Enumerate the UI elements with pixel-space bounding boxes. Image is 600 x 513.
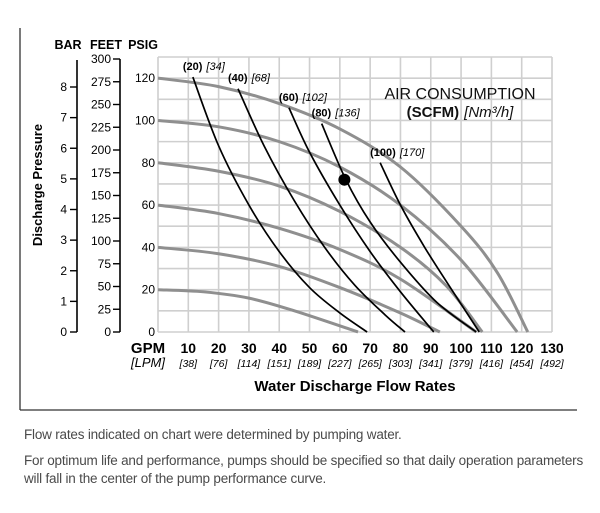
psig-tick-label: 60 — [142, 198, 156, 212]
psig-axis-title: PSIG — [128, 38, 158, 52]
feet-tick-label: 100 — [91, 234, 111, 248]
x-tick-label-lpm: [416] — [479, 358, 504, 370]
x-tick-label-gpm: 70 — [362, 340, 378, 356]
pump-performance-chart: 0204060801001200255075100125150175200225… — [19, 28, 577, 411]
air-consumption-curve — [288, 107, 435, 333]
air-curve-label: (20) [34] — [183, 61, 226, 73]
air-curve-label: (100) [170] — [370, 147, 425, 159]
feet-tick-label: 175 — [91, 166, 111, 180]
note-optimum-life: For optimum life and performance, pumps … — [24, 453, 584, 486]
x-tick-label-lpm: [303] — [388, 358, 413, 370]
y-axis-title: Discharge Pressure — [30, 124, 45, 246]
x-tick-label-lpm: [492] — [539, 358, 564, 370]
feet-tick-label: 300 — [91, 52, 111, 66]
air-consumption-curve — [237, 88, 406, 333]
psig-tick-label: 0 — [148, 325, 155, 339]
note-flow-rates: Flow rates indicated on chart were deter… — [24, 427, 402, 442]
psig-tick-label: 40 — [142, 240, 156, 254]
x-tick-label-gpm: 60 — [332, 340, 348, 356]
feet-tick-label: 75 — [98, 257, 112, 271]
operating-point-marker — [338, 173, 351, 186]
feet-tick-label: 25 — [98, 302, 112, 316]
x-tick-label-lpm: [379] — [448, 358, 473, 370]
x-tick-label-gpm: 40 — [271, 340, 287, 356]
psig-tick-label: 120 — [135, 71, 155, 85]
bar-tick-label: 1 — [60, 294, 67, 308]
x-tick-label-gpm: 30 — [241, 340, 257, 356]
x-tick-label-lpm: [227] — [327, 358, 352, 370]
bar-tick-label: 5 — [60, 172, 67, 186]
grid — [157, 56, 553, 333]
bar-tick-label: 3 — [60, 233, 67, 247]
air-consumption-curve — [379, 162, 480, 333]
x-unit-gpm: GPM — [131, 340, 165, 357]
feet-tick-label: 200 — [91, 143, 111, 157]
feet-tick-label: 0 — [104, 325, 111, 339]
bar-tick-label: 4 — [60, 203, 67, 217]
axes: 0204060801001200255075100125150175200225… — [30, 38, 565, 395]
pressure-curve — [157, 118, 519, 333]
feet-axis-title: FEET — [90, 38, 122, 52]
psig-tick-label: 20 — [142, 283, 156, 297]
x-tick-label-gpm: 90 — [423, 340, 439, 356]
x-tick-label-gpm: 20 — [211, 340, 227, 356]
air-curves — [192, 76, 480, 333]
feet-tick-label: 275 — [91, 75, 111, 89]
air-consumption-curve — [192, 76, 368, 333]
x-tick-label-gpm: 120 — [510, 340, 534, 356]
air-curve-label: (80) [136] — [312, 108, 361, 120]
pressure-curve — [157, 161, 484, 333]
feet-tick-label: 50 — [98, 280, 112, 294]
x-tick-label-lpm: [38] — [179, 358, 199, 370]
x-axis-title: Water Discharge Flow Rates — [254, 378, 455, 395]
feet-tick-label: 225 — [91, 120, 111, 134]
psig-tick-label: 100 — [135, 113, 155, 127]
bar-tick-label: 7 — [60, 111, 67, 125]
pressure-curve — [157, 245, 441, 334]
pressure-curve — [157, 76, 530, 333]
legend-subtitle: (SCFM) [Nm³/h] — [407, 104, 515, 121]
bar-tick-label: 2 — [60, 264, 67, 278]
x-tick-label-gpm: 50 — [302, 340, 318, 356]
feet-tick-label: 150 — [91, 189, 111, 203]
x-tick-label-lpm: [341] — [418, 358, 443, 370]
bar-axis-title: BAR — [54, 38, 81, 52]
bar-tick-label: 0 — [60, 325, 67, 339]
x-tick-label-lpm: [454] — [509, 358, 534, 370]
feet-tick-label: 250 — [91, 98, 111, 112]
x-tick-label-lpm: [76] — [209, 358, 229, 370]
x-tick-label-gpm: 110 — [480, 340, 503, 356]
x-tick-label-gpm: 130 — [540, 340, 564, 356]
x-unit-lpm: [LPM] — [130, 355, 165, 370]
legend-title: AIR CONSUMPTION — [384, 86, 535, 103]
bar-tick-label: 6 — [60, 141, 67, 155]
x-tick-label-gpm: 100 — [449, 340, 473, 356]
x-tick-label-gpm: 10 — [181, 340, 197, 356]
x-tick-label-lpm: [265] — [357, 358, 382, 370]
air-curve-label: (40) [68] — [228, 73, 271, 85]
psig-tick-label: 80 — [142, 156, 156, 170]
feet-tick-label: 125 — [91, 211, 111, 225]
bar-tick-label: 8 — [60, 80, 67, 94]
x-tick-label-lpm: [189] — [297, 358, 322, 370]
x-tick-label-lpm: [151] — [267, 358, 292, 370]
x-tick-label-gpm: 80 — [393, 340, 409, 356]
labels: (20) [34](40) [68] (60) [102] (80) [136] (100)[… — [183, 61, 536, 159]
x-tick-label-lpm: [114] — [237, 358, 262, 370]
air-curve-label: (60) [102] — [279, 92, 328, 104]
pressure-curve — [157, 288, 359, 334]
